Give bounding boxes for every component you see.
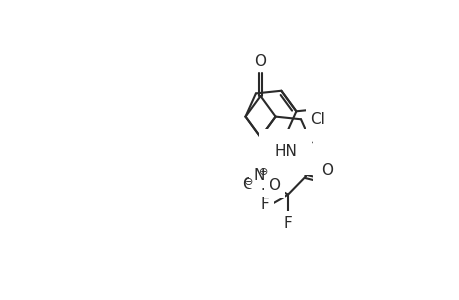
Text: Cl: Cl [310, 112, 325, 127]
Text: O: O [268, 178, 280, 193]
Text: F: F [283, 216, 292, 231]
Text: O: O [241, 177, 253, 192]
Text: F: F [260, 178, 269, 193]
Text: HN: HN [274, 145, 297, 160]
Text: ⊖: ⊖ [244, 177, 253, 187]
Text: ⊕: ⊕ [258, 167, 268, 177]
Text: O: O [254, 54, 266, 69]
Text: O: O [320, 163, 332, 178]
Text: F: F [260, 197, 269, 212]
Text: N: N [253, 168, 265, 183]
